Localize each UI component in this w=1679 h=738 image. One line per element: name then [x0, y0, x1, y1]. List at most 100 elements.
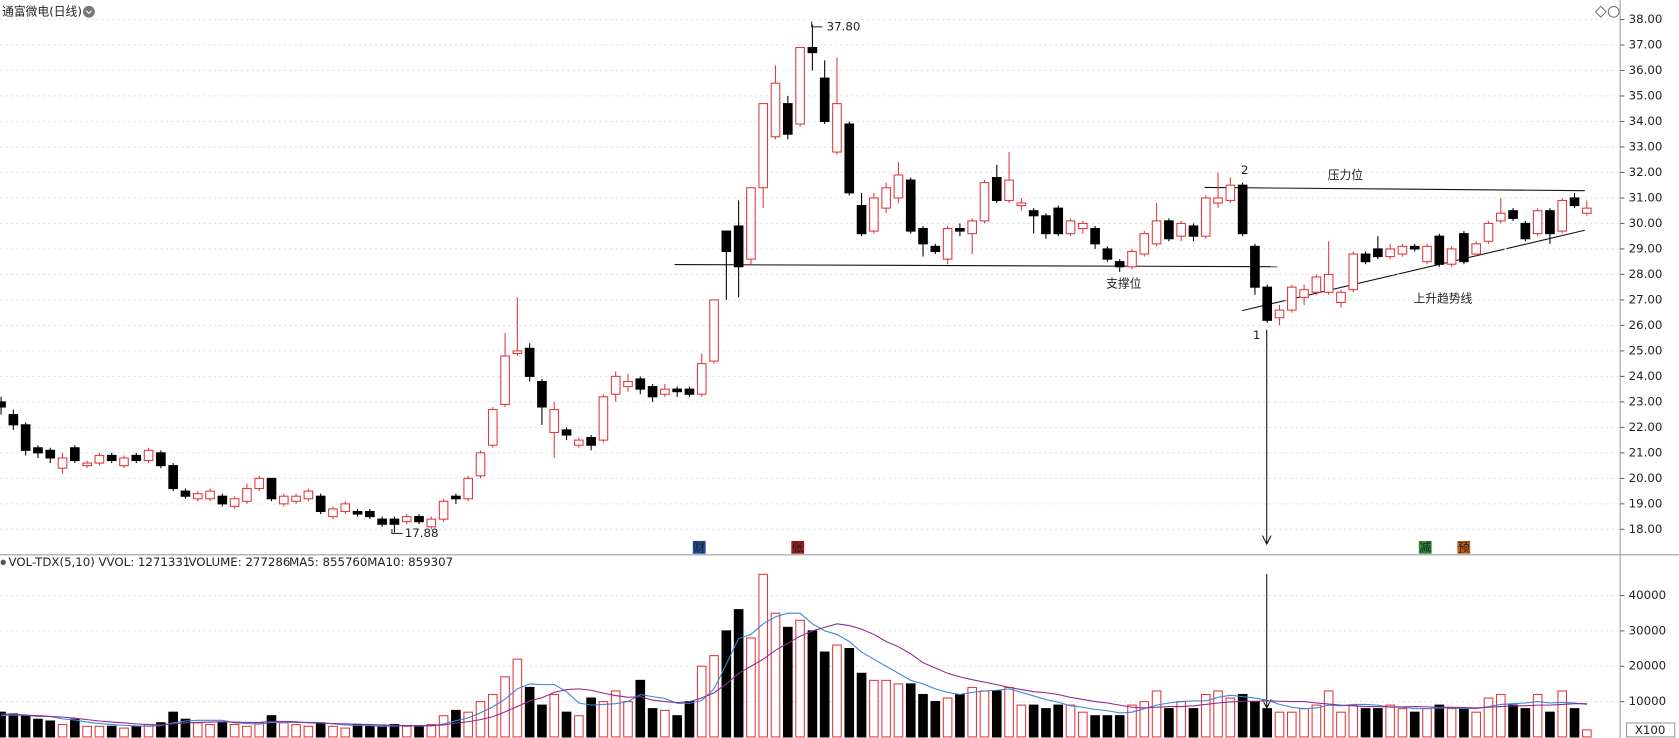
candle-body: [1336, 291, 1346, 303]
volume-bar: [1286, 711, 1297, 738]
event-marker[interactable]: [692, 540, 706, 554]
ma-line: [1, 612, 1587, 727]
candle-body: [1127, 250, 1137, 268]
volume-bar: [856, 672, 867, 738]
candle-body: [1471, 243, 1482, 255]
candle-body: [1090, 227, 1100, 245]
indicator-menu[interactable]: [0, 559, 6, 566]
volume-bar: [1127, 704, 1137, 738]
volume-bar: [82, 725, 92, 738]
y-tick-label: 37.00: [1629, 37, 1663, 51]
volume-bar: [242, 725, 252, 738]
y-tick-label: 30000: [1629, 623, 1666, 637]
y-tick-label: 18.00: [1629, 522, 1663, 536]
candle-body: [586, 437, 596, 446]
toggle-icon[interactable]: [1594, 5, 1607, 18]
volume-bar: [1262, 708, 1273, 738]
candle-body: [168, 465, 178, 490]
candle-body: [881, 187, 891, 209]
volume-bar: [623, 701, 633, 738]
volume-bar: [291, 724, 301, 738]
volume-bar: [1139, 701, 1150, 738]
y-tick-label: 30.00: [1629, 216, 1663, 230]
candle-body: [1545, 210, 1555, 235]
volume-bar: [1446, 708, 1457, 738]
volume-bar: [217, 722, 228, 738]
candle-body: [733, 225, 744, 268]
volume-bar: [1385, 704, 1395, 738]
annotation: 上升趋势线: [1413, 291, 1472, 305]
volume-bar: [1200, 693, 1211, 738]
candle-body: [537, 380, 547, 408]
candle-body: [1041, 215, 1051, 235]
volume-bar: [549, 693, 560, 738]
volume-bar: [1274, 711, 1285, 738]
candle-body: [106, 454, 117, 462]
candle-body: [70, 447, 80, 462]
volume-bar: [1373, 708, 1383, 738]
y-tick-label: 24.00: [1629, 369, 1663, 383]
candle-body: [426, 518, 437, 528]
event-marker[interactable]: [1457, 540, 1471, 554]
candle-body: [414, 516, 424, 523]
volume-arrow-head: [1261, 699, 1272, 710]
candle-body: [684, 388, 695, 395]
y-tick-label: 19.00: [1629, 496, 1663, 510]
candle-body: [1557, 199, 1568, 232]
volume-bar: [1164, 708, 1174, 738]
candle-body: [1151, 220, 1162, 245]
candle-body: [905, 179, 916, 232]
volume-bar: [180, 718, 191, 738]
volume-bar: [1422, 708, 1432, 738]
candle-body: [856, 205, 867, 235]
settings-icon[interactable]: [1607, 5, 1620, 18]
candle-body: [832, 103, 842, 153]
volume-bar: [955, 693, 965, 738]
candle-body: [340, 503, 351, 513]
candle-body: [696, 363, 707, 395]
volume-bar: [635, 679, 646, 738]
annotation: 压力位: [1328, 168, 1364, 182]
volume-bar: [414, 725, 424, 738]
title-menu[interactable]: [82, 5, 95, 18]
volume-bar: [57, 724, 68, 738]
candle-body: [1397, 245, 1408, 255]
indicator-title: VOL-TDX(5,10): [9, 555, 95, 569]
volume-bar: [33, 718, 43, 738]
candle-body: [635, 378, 646, 390]
volume-bar: [1520, 708, 1531, 738]
volume-bar: [1545, 711, 1555, 738]
volume-bar: [782, 626, 793, 738]
unit-box: [1625, 722, 1676, 738]
volume-bar: [869, 679, 879, 738]
volume-bar: [1409, 711, 1420, 738]
candle-body: [1299, 289, 1309, 298]
volume-bar: [500, 676, 510, 738]
candle-body: [94, 454, 105, 464]
candle-body: [487, 408, 498, 446]
event-marker[interactable]: [791, 540, 805, 554]
volume-bar: [1102, 715, 1113, 738]
candle-body: [463, 477, 474, 500]
candle-body: [893, 174, 904, 199]
event-marker[interactable]: [1418, 540, 1432, 554]
title-menu-arrow: [85, 10, 92, 15]
y-tick-label: 28.00: [1629, 267, 1663, 281]
volume-bar: [881, 679, 891, 738]
volume-bar: [758, 573, 769, 738]
candle-body: [352, 510, 363, 515]
candle-body: [1004, 179, 1014, 202]
y-tick-label: 26.00: [1629, 318, 1663, 332]
candle-body: [475, 452, 486, 477]
y-tick-label: 34.00: [1629, 114, 1663, 128]
volume-bar: [365, 725, 375, 738]
volume-bar: [537, 704, 547, 738]
volume-bar: [463, 711, 474, 738]
volume-bar: [1532, 693, 1543, 738]
candle-body: [1348, 253, 1359, 291]
volume-bar: [1471, 711, 1482, 738]
candle-body: [278, 495, 289, 505]
volume-bar: [1508, 704, 1518, 738]
event-marker-label: 财: [693, 540, 705, 554]
